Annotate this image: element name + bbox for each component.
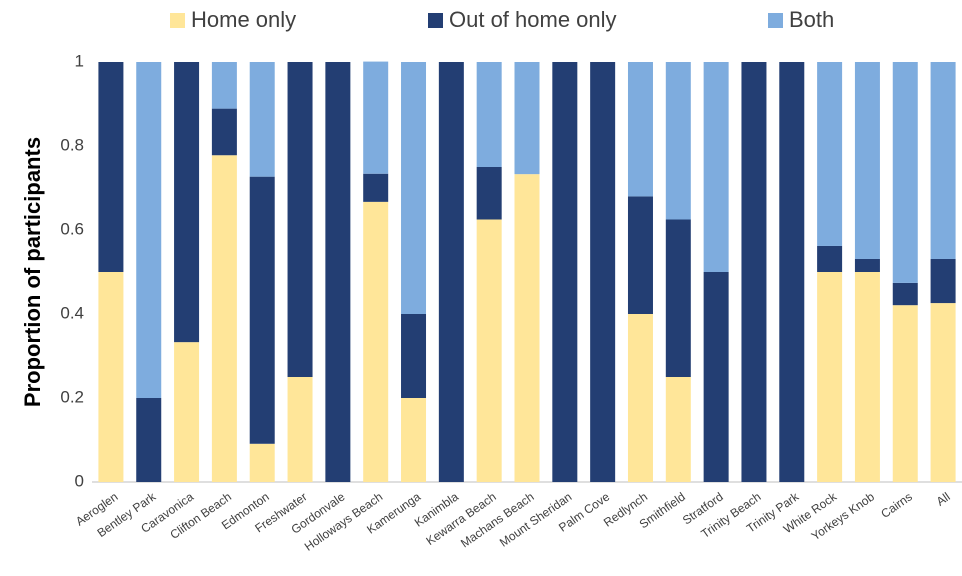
legend-swatch <box>768 13 783 28</box>
bar-segment <box>98 62 124 272</box>
bar-segment <box>854 62 880 259</box>
bar-segment <box>211 108 237 156</box>
legend-label: Both <box>789 7 834 32</box>
bar-segment <box>552 62 578 482</box>
y-tick-label: 0.4 <box>60 303 84 322</box>
bar-segment <box>665 219 691 377</box>
bar-segment <box>741 62 767 482</box>
bar-segment <box>363 173 389 202</box>
x-tick-label: All <box>934 490 953 509</box>
bar-segment <box>287 62 313 377</box>
y-tick-label: 0.6 <box>60 219 84 238</box>
bar-segment <box>930 258 956 304</box>
bar-segment <box>136 62 162 398</box>
bar-segment <box>892 305 918 482</box>
bar-segment <box>892 62 918 283</box>
bar-segment <box>590 62 616 482</box>
bar-segment <box>325 62 351 482</box>
bar-segment <box>514 174 540 482</box>
legend-label: Out of home only <box>449 7 617 32</box>
bar-segment <box>665 377 691 482</box>
bar-segment <box>249 62 275 177</box>
x-tick-label: Cairns <box>878 490 914 521</box>
legend-label: Home only <box>191 7 296 32</box>
bar-segment <box>136 398 162 482</box>
y-tick-label: 0.2 <box>60 387 84 406</box>
bar-segment <box>779 62 805 482</box>
bar-segment <box>476 219 502 482</box>
bar-segment <box>211 155 237 483</box>
bar-segment <box>703 62 729 272</box>
bar-segment <box>514 62 540 175</box>
bar-segment <box>174 342 200 482</box>
bar-segment <box>930 62 956 259</box>
bar-segment <box>401 314 427 398</box>
bar-segment <box>930 303 956 482</box>
bar-segment <box>249 176 275 444</box>
bar-segment <box>703 272 729 482</box>
bar-segment <box>854 258 880 272</box>
bar-segment <box>627 314 653 482</box>
legend-swatch <box>428 13 443 28</box>
bar-segment <box>476 167 502 220</box>
bar-segment <box>363 201 389 483</box>
bar-segment <box>363 61 389 174</box>
bar-segment <box>249 443 275 482</box>
y-tick-label: 1 <box>75 51 84 70</box>
bar-segment <box>401 62 427 314</box>
bar-segment <box>817 245 843 272</box>
y-tick-label: 0 <box>75 471 84 490</box>
bar-segment <box>211 62 237 109</box>
bar-segment <box>627 62 653 197</box>
legend-swatch <box>170 13 185 28</box>
bar-segment <box>627 196 653 314</box>
bar-segment <box>817 62 843 246</box>
y-axis-title: Proportion of participants <box>20 137 45 407</box>
bar-segment <box>854 272 880 482</box>
bar-segment <box>174 62 200 343</box>
y-tick-label: 0.8 <box>60 135 84 154</box>
bar-segment <box>438 62 464 482</box>
bar-segment <box>287 377 313 482</box>
bar-segment <box>817 272 843 482</box>
bar-segment <box>476 62 502 167</box>
bar-segment <box>401 398 427 482</box>
bar-segment <box>665 62 691 220</box>
bar-segment <box>892 282 918 306</box>
bar-segment <box>98 272 124 482</box>
